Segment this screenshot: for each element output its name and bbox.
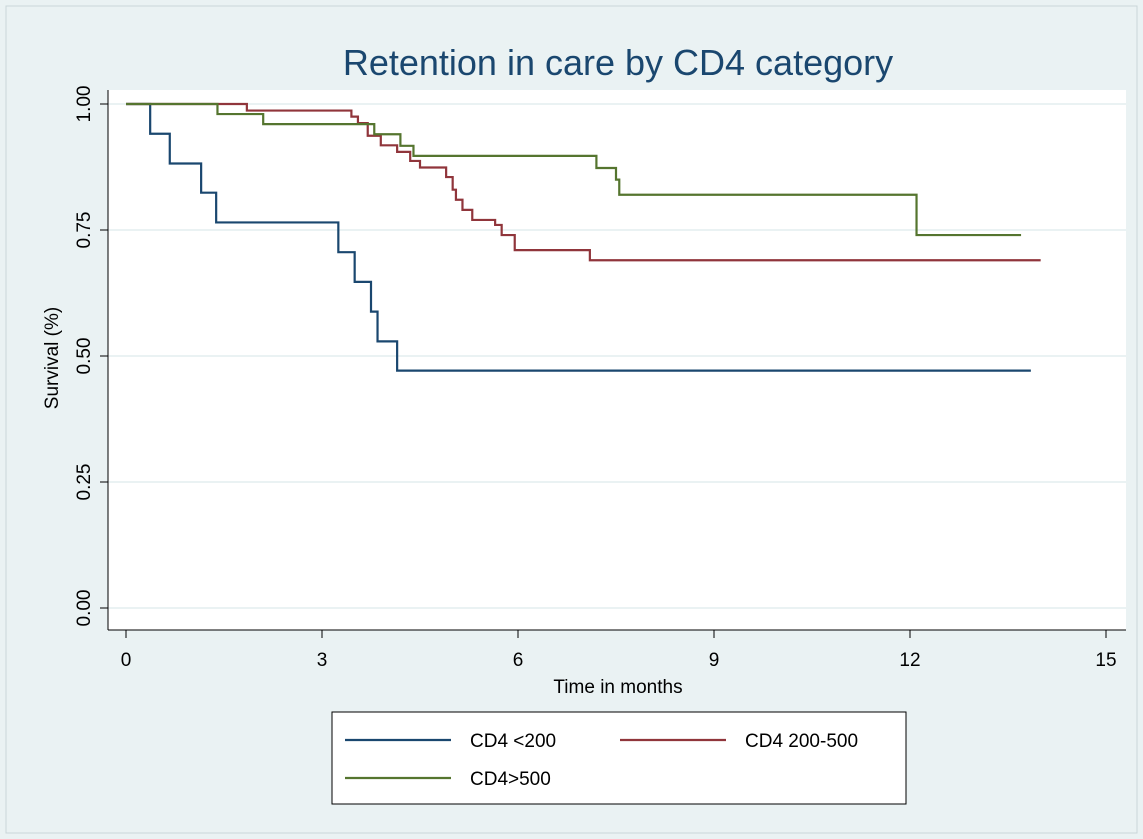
series-line-0	[126, 102, 1031, 372]
legend-label-0: CD4 <200	[470, 731, 556, 752]
x-axis-title: Time in months	[553, 677, 682, 698]
x-tick-label-1: 3	[317, 650, 328, 671]
legend-label-1: CD4 200-500	[745, 731, 858, 752]
x-tick-label-4: 12	[899, 650, 920, 671]
y-axis-title: Survival (%)	[42, 307, 63, 409]
y-tick-label-3: 0.75	[74, 212, 95, 249]
gridlines	[108, 103, 1126, 609]
axes	[107, 90, 1126, 631]
legend-box	[331, 711, 907, 805]
x-tick-label-0: 0	[121, 650, 132, 671]
y-tick-label-4: 1.00	[74, 86, 95, 123]
x-tick-label-3: 9	[709, 650, 720, 671]
x-axis-ticks: 0 3 6 9 12 15	[121, 630, 1117, 671]
series-line-1	[126, 102, 1041, 262]
x-tick-label-2: 6	[513, 650, 524, 671]
y-tick-label-2: 0.50	[74, 338, 95, 375]
x-tick-label-5: 15	[1095, 650, 1116, 671]
y-tick-label-0: 0.00	[74, 590, 95, 627]
series-lines	[126, 102, 1041, 372]
legend-label-2: CD4>500	[470, 769, 551, 790]
legend: CD4 <200 CD4 200-500 CD4>500	[331, 711, 907, 805]
y-tick-label-1: 0.25	[74, 464, 95, 501]
chart-title: Retention in care by CD4 category	[343, 42, 893, 83]
series-line-2	[126, 102, 1022, 237]
y-axis-ticks: 0.00 0.25 0.50 0.75 1.00	[74, 86, 108, 627]
